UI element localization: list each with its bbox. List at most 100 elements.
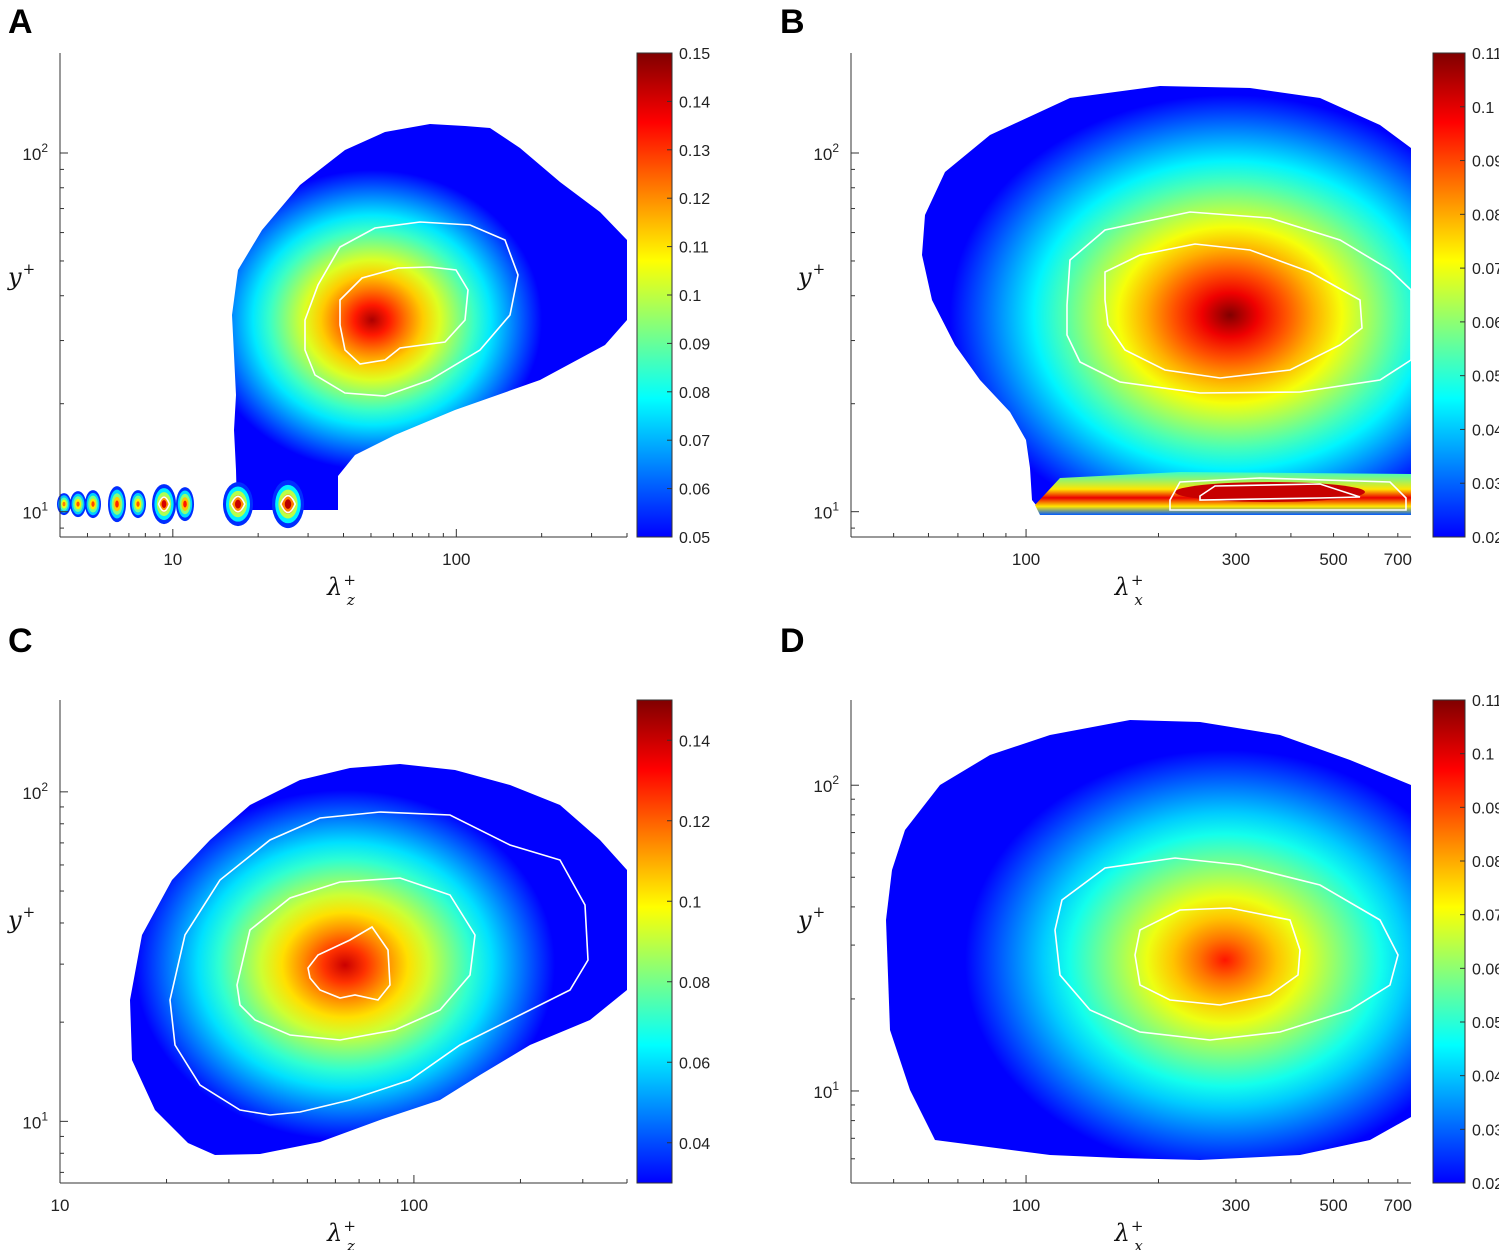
colorbar-tick-label: 0.15 <box>679 46 710 63</box>
x-tick-label: 100 <box>1012 1196 1040 1215</box>
colorbar-tick-label: 0.1 <box>679 894 701 911</box>
colorbar-tick-label: 0.12 <box>679 814 710 831</box>
colorbar: 0.11 0.1 0.09 0.08 0.07 0.06 0.05 0.04 0.03 0.02 <box>1432 693 1499 1193</box>
heatmap <box>130 764 627 1155</box>
y-axis-label: y+ <box>7 903 35 934</box>
y-tick-label: 101 <box>22 500 48 523</box>
contour-line <box>169 811 589 1116</box>
y-tick-label: 101 <box>813 1079 839 1102</box>
contour-line <box>1134 907 1301 1006</box>
colorbar-tick-label: 0.11 <box>679 240 709 257</box>
colorbar-tick-label: 0.02 <box>1472 530 1499 547</box>
y-tick-label: 102 <box>813 773 839 796</box>
x-tick-label: 700 <box>1384 550 1412 569</box>
x-tick-label: 100 <box>1012 550 1040 569</box>
colorbar-tick-label: 0.14 <box>679 733 710 750</box>
y-axis-label: y+ <box>797 260 825 291</box>
contour-line <box>339 266 469 365</box>
colorbar-tick-label: 0.1 <box>1472 100 1494 117</box>
near-wall-peak <box>85 490 101 519</box>
colorbar-tick-label: 0.1 <box>1472 747 1494 764</box>
colorbar-tick-label: 0.11 <box>1472 693 1499 710</box>
colorbar-tick-label: 0.02 <box>1472 1176 1499 1193</box>
heatmap <box>57 124 627 529</box>
contour-line <box>307 925 391 1001</box>
y-tick-label: 102 <box>22 780 48 803</box>
near-wall-peak <box>108 486 126 523</box>
heatmap-region <box>922 86 1411 515</box>
colorbar-tick-label: 0.1 <box>679 288 701 305</box>
x-axis-label: λ+ z <box>326 1217 356 1250</box>
contour-line <box>1066 211 1412 394</box>
near-wall-peak <box>152 484 176 525</box>
colorbar-gradient <box>1432 699 1466 1184</box>
contour-line <box>1199 483 1361 501</box>
colorbar-tick-label: 0.06 <box>1472 315 1499 332</box>
x-axis-label: λ+ z <box>326 571 356 609</box>
colorbar: 0.14 0.12 0.1 0.08 0.06 0.04 <box>636 699 710 1184</box>
y-tick-label: 101 <box>22 1109 48 1132</box>
colorbar-tick-label: 0.08 <box>679 385 710 402</box>
axes: 100 300 500 700 101 102 <box>813 53 1412 569</box>
colorbar-tick-label: 0.05 <box>1472 1015 1499 1032</box>
y-tick-label: 102 <box>813 141 839 164</box>
colorbar-gradient <box>636 52 673 538</box>
colorbar-gradient <box>1432 52 1466 538</box>
colorbar-tick-label: 0.04 <box>679 1136 710 1153</box>
axes: 10 100 101 102 <box>22 53 628 569</box>
y-tick-label: 101 <box>813 500 839 523</box>
near-wall-peak <box>223 482 253 527</box>
x-tick-label: 100 <box>400 1196 428 1215</box>
colorbar-tick-label: 0.06 <box>679 482 710 499</box>
heatmap-region <box>232 124 627 510</box>
heatmap-region <box>886 720 1411 1160</box>
x-axis-label: λ+ x <box>1114 1217 1144 1250</box>
near-wall-peak <box>130 490 146 519</box>
near-wall-peak <box>176 487 194 522</box>
contour-line <box>1104 243 1363 379</box>
colorbar-tick-label: 0.13 <box>679 143 710 160</box>
colorbar-tick-label: 0.05 <box>679 530 710 547</box>
panel-letter: D <box>780 622 805 660</box>
x-tick-label: 10 <box>163 550 182 569</box>
heatmap <box>886 720 1411 1160</box>
y-axis-label: y+ <box>7 260 35 291</box>
heatmap <box>922 86 1412 515</box>
colorbar-tick-label: 0.09 <box>1472 800 1499 817</box>
colorbar-tick-label: 0.08 <box>1472 854 1499 871</box>
panel-c: C 10 100 101 102 λ+ z y+ 0.14 0.12 0.1 0.08 0.06 0.04 <box>7 622 710 1250</box>
x-tick-label: 10 <box>51 1196 70 1215</box>
panel-letter: B <box>780 3 805 41</box>
near-wall-peak <box>70 491 86 518</box>
colorbar-tick-label: 0.07 <box>1472 261 1499 278</box>
x-axis-label: λ+ x <box>1114 571 1144 609</box>
colorbar-gradient <box>636 699 673 1184</box>
colorbar-tick-label: 0.11 <box>1472 46 1499 63</box>
colorbar-tick-label: 0.03 <box>1472 476 1499 493</box>
colorbar: 0.11 0.1 0.09 0.08 0.07 0.06 0.05 0.04 0.03 0.02 <box>1432 46 1499 547</box>
x-tick-label: 500 <box>1319 1196 1347 1215</box>
contour-line <box>1054 857 1399 1041</box>
panel-letter: A <box>8 3 33 41</box>
contour-line <box>236 877 476 1041</box>
panel-letter: C <box>8 622 33 660</box>
colorbar: 0.15 0.14 0.13 0.12 0.11 0.1 0.09 0.08 0.07 0.06 0… <box>636 46 710 547</box>
y-axis-label: y+ <box>797 903 825 934</box>
colorbar-tick-label: 0.09 <box>1472 154 1499 171</box>
near-wall-peak <box>272 480 304 529</box>
colorbar-tick-label: 0.12 <box>679 191 710 208</box>
colorbar-tick-label: 0.04 <box>1472 1069 1499 1086</box>
x-tick-label: 500 <box>1319 550 1347 569</box>
colorbar-tick-label: 0.07 <box>1472 908 1499 925</box>
colorbar-tick-label: 0.04 <box>1472 422 1499 439</box>
colorbar-tick-label: 0.06 <box>679 1055 710 1072</box>
heatmap-region <box>130 764 627 1155</box>
colorbar-tick-label: 0.07 <box>679 433 710 450</box>
colorbar-tick-label: 0.09 <box>679 336 710 353</box>
colorbar-tick-label: 0.14 <box>679 94 710 111</box>
x-tick-label: 300 <box>1222 550 1250 569</box>
